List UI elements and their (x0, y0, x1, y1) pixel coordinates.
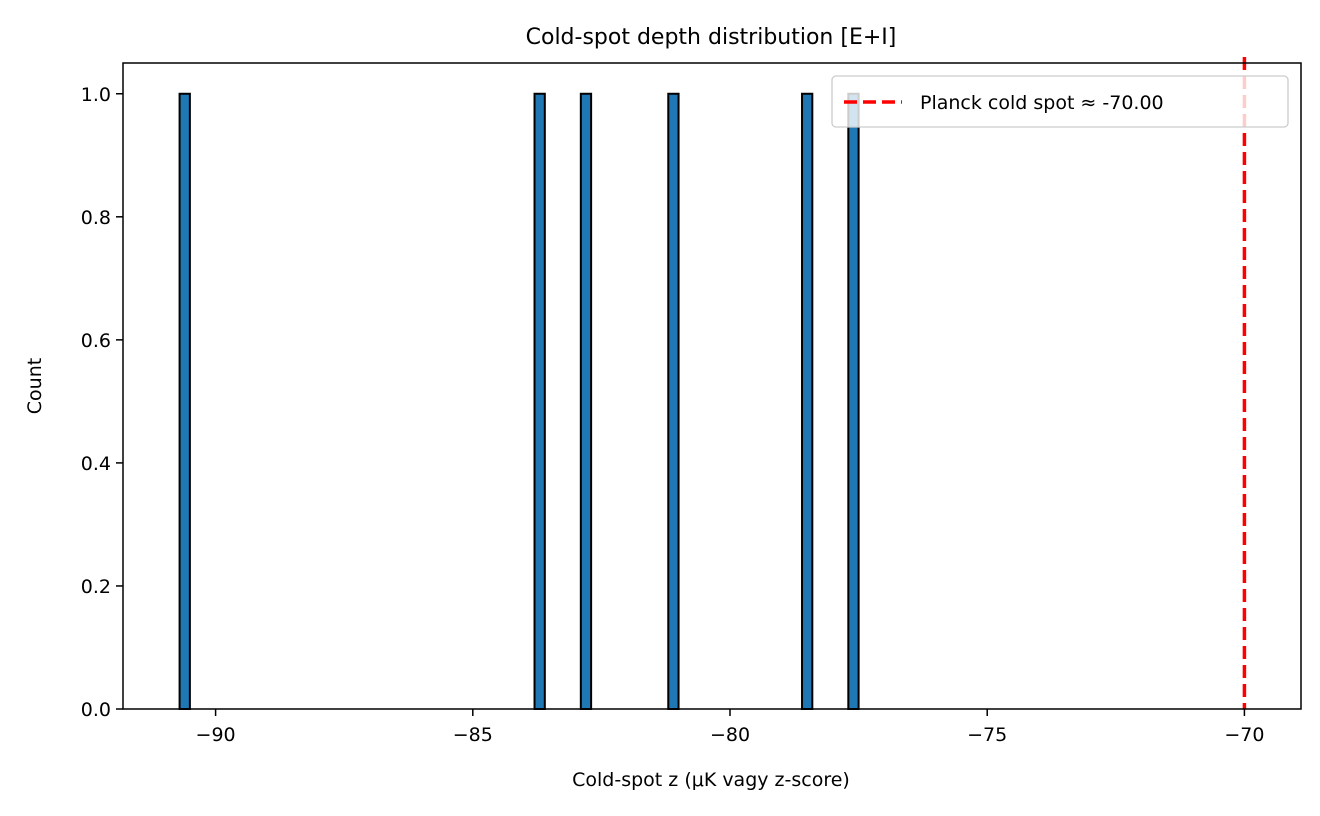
y-tick-label-1: 0.2 (81, 576, 111, 598)
y-tick-label-4: 0.8 (81, 207, 111, 229)
legend: Planck cold spot ≈ -70.00 (831, 75, 1289, 128)
y-tick-label-0: 0.0 (81, 699, 111, 721)
x-tick-label-2: −80 (710, 724, 750, 746)
x-axis-label: Cold-spot z (μK vagy z-score) (572, 769, 850, 791)
legend-label: Planck cold spot ≈ -70.00 (920, 92, 1164, 114)
y-tick-label-5: 1.0 (81, 84, 111, 106)
histogram-bar-2 (579, 92, 593, 710)
x-tick-label-3: −75 (967, 724, 1007, 746)
plot-area-frame (122, 62, 1302, 710)
y-tick-label-3: 0.6 (81, 330, 111, 352)
x-tick-label-4: −70 (1224, 724, 1264, 746)
histogram-bar-3 (667, 92, 680, 710)
chart-title: Cold-spot depth distribution [E+I] (526, 25, 897, 50)
y-axis-ticks: 0.0 0.2 0.4 0.6 0.8 1.0 (81, 84, 123, 721)
bars-group (178, 92, 860, 710)
x-tick-label-0: −90 (196, 724, 236, 746)
y-tick-label-2: 0.4 (81, 453, 111, 475)
y-axis-label: Count (24, 358, 46, 414)
histogram-bar-5 (847, 92, 860, 710)
x-axis-ticks: −90 −85 −80 −75 −70 (196, 709, 1264, 746)
histogram-bar-0 (178, 92, 191, 710)
x-tick-label-1: −85 (453, 724, 493, 746)
histogram-bar-1 (533, 92, 546, 710)
legend-box (831, 75, 1289, 128)
histogram-bar-4 (801, 92, 814, 710)
